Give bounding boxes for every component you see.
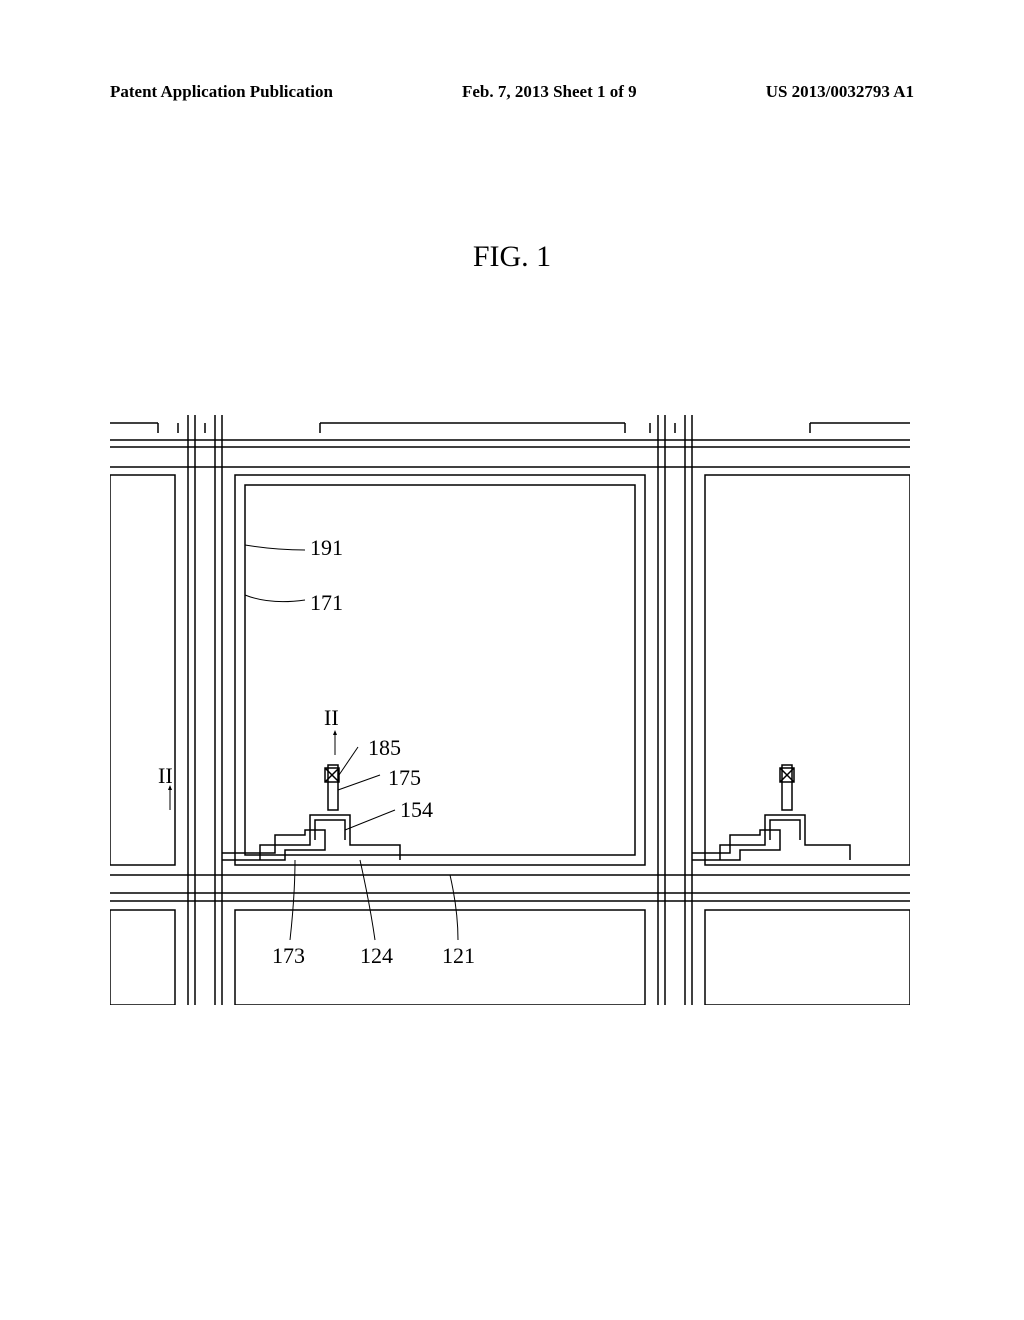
page-header: Patent Application Publication Feb. 7, 2… bbox=[0, 82, 1024, 102]
label-175: 175 bbox=[388, 765, 421, 791]
header-left: Patent Application Publication bbox=[110, 82, 333, 102]
label-124: 124 bbox=[360, 943, 393, 969]
header-right: US 2013/0032793 A1 bbox=[766, 82, 914, 102]
label-185: 185 bbox=[368, 735, 401, 761]
label-154: 154 bbox=[400, 797, 433, 823]
label-II-top: II bbox=[324, 705, 339, 731]
header-center: Feb. 7, 2013 Sheet 1 of 9 bbox=[462, 82, 637, 102]
figure-title: FIG. 1 bbox=[0, 240, 1024, 274]
label-171: 171 bbox=[310, 590, 343, 616]
label-191: 191 bbox=[310, 535, 343, 561]
label-II-left: II bbox=[158, 763, 173, 789]
figure-diagram: 191 171 II 185 175 154 II 173 124 121 bbox=[110, 415, 910, 1005]
patent-figure-svg bbox=[110, 415, 910, 1005]
label-121: 121 bbox=[442, 943, 475, 969]
label-173: 173 bbox=[272, 943, 305, 969]
